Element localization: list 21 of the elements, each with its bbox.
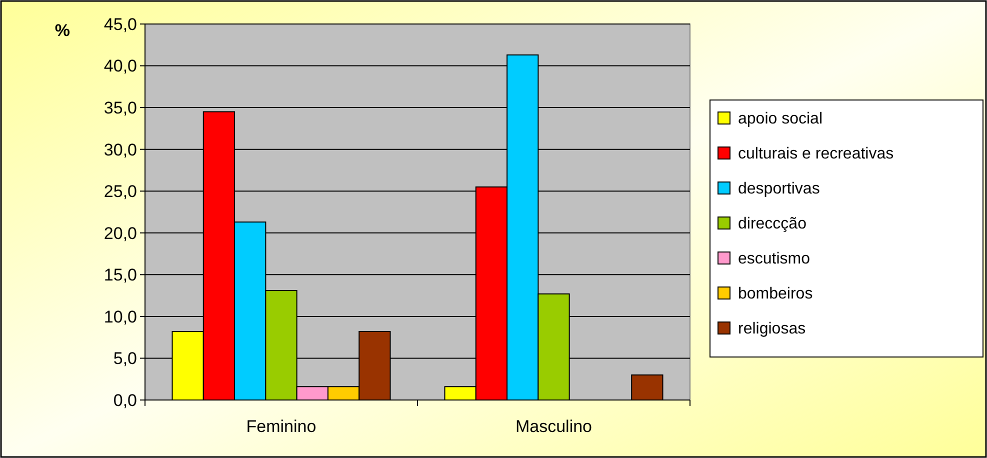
legend-label: escutismo: [738, 250, 810, 268]
y-tick-label: 45,0: [104, 14, 137, 34]
y-tick-label: 5,0: [113, 349, 137, 368]
y-tick-label: 0,0: [113, 390, 137, 410]
y-tick-label: 10,0: [104, 307, 137, 326]
x-tick-label: Feminino: [246, 417, 316, 436]
legend-label: apoio social: [738, 110, 822, 128]
x-tick-label: Masculino: [515, 417, 592, 436]
y-tick-label: 30,0: [104, 140, 137, 160]
y-tick-label: 20,0: [104, 224, 137, 243]
y-axis-title: %: [54, 20, 70, 40]
y-tick-label: 15,0: [104, 266, 137, 285]
y-tick-label: 35,0: [104, 98, 137, 118]
y-tick-label: 25,0: [104, 182, 137, 202]
legend-label: direccção: [738, 216, 807, 233]
y-tick-label: 40,0: [104, 56, 137, 76]
legend-label: desportivas: [738, 180, 820, 198]
legend-label: bombeiros: [738, 286, 813, 303]
legend-label: religiosas: [738, 320, 806, 338]
legend-label: culturais e recreativas: [738, 146, 894, 163]
bar: [631, 374, 664, 400]
